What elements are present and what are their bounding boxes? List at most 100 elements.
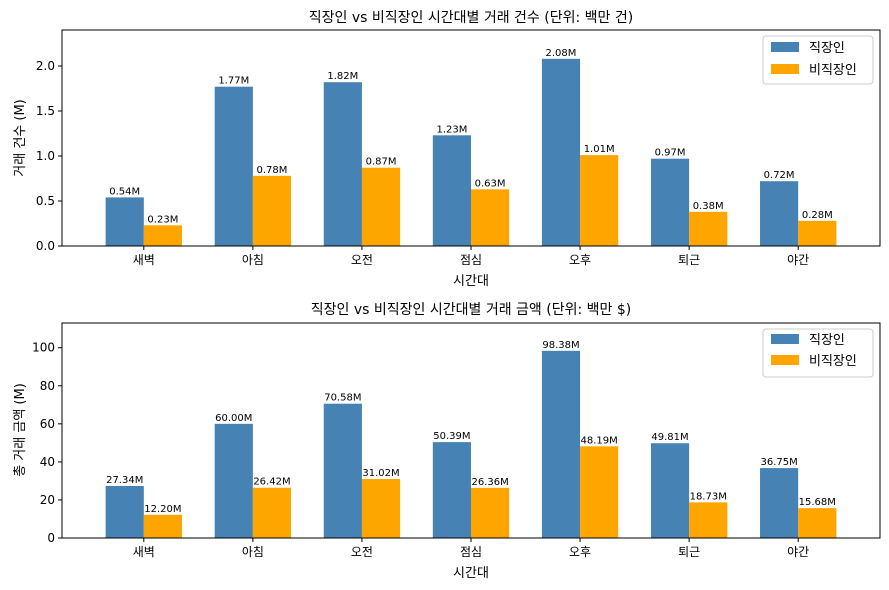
amount-chart-x-tick-label: 야간 [787,545,809,559]
count-chart-x-tick-label: 아침 [242,253,264,267]
count-chart-bars [105,58,837,246]
amount-chart-x-tick-label: 점심 [460,545,482,559]
count-chart-bar-nonworker [143,225,182,246]
count-chart-bar-worker [541,58,581,246]
count-chart-bar-label-worker: 1.23M [436,124,467,135]
count-chart-bar-label-nonworker: 0.78M [257,165,288,176]
count-chart-bar-label-nonworker: 0.63M [475,178,506,189]
amount-chart-bar-label-nonworker: 31.02M [362,468,399,479]
amount-chart-bar-label-nonworker: 18.73M [690,491,727,502]
count-chart-bar-nonworker [252,175,292,246]
count-chart-bar-nonworker [471,189,510,246]
count-chart-bar-nonworker [689,211,728,246]
count-chart-bar-worker [760,181,799,246]
amount-chart-bar-worker [323,403,362,538]
count-chart-x-tick-label: 점심 [460,253,482,267]
count-chart-bar-label-nonworker: 1.01M [584,144,615,155]
count-chart-x-axis-label: 시간대 [453,274,489,289]
amount-chart-x-axis-label: 시간대 [453,566,489,581]
count-chart-bar-label-worker: 1.77M [218,76,249,87]
amount-chart-bar-labels: 27.34M 12.20M 60.00M 26.42M 70.58M 31.02M 50.3… [106,340,836,515]
amount-chart-bar-worker [214,423,253,538]
count-chart-bar-nonworker [361,167,401,246]
amount-chart-bar-worker [541,350,581,538]
amount-chart-legend-swatch-nonworker [771,355,799,365]
amount-chart-legend-label-worker: 직장인 [809,333,845,348]
amount-chart-y-tick-label: 0 [47,531,55,545]
count-chart-bar-label-worker: 0.72M [764,170,795,181]
amount-chart-y-tick-label: 60 [40,417,55,431]
amount-chart-bars [105,350,837,538]
amount-chart-plot-frame [61,322,881,539]
count-chart-bar-label-nonworker: 0.23M [147,214,178,225]
count-chart-bar-nonworker [580,155,619,246]
count-chart-x-tick-label: 새벽 [133,253,155,267]
count-chart-bar-worker [432,135,471,246]
count-chart-legend-label-nonworker: 비직장인 [809,63,857,78]
amount-chart-bar-label-nonworker: 48.19M [581,435,618,446]
count-chart-legend-swatch-nonworker [771,64,799,74]
amount-chart-y-axis-label: 총 거래 금액 (M) [13,383,28,477]
count-chart-y-tick-label: 0.0 [36,239,55,253]
amount-chart-bar-nonworker [252,487,292,538]
count-chart-bar-label-nonworker: 0.87M [366,157,397,168]
count-chart-bar-label-worker: 0.97M [655,148,686,159]
amount-chart: 직장인 vs 비직장인 시간대별 거래 금액 (단위: 백만 $) 27.34M… [13,302,881,581]
amount-chart-bar-label-worker: 98.38M [542,340,579,351]
amount-chart-bar-worker [650,443,690,538]
amount-chart-y-tick-label: 40 [40,455,55,469]
count-chart-bar-worker [214,86,253,246]
count-chart-y-tick-label: 0.5 [36,194,55,208]
count-chart-bar-label-worker: 1.82M [327,71,358,82]
amount-chart-bar-label-worker: 50.39M [433,431,470,442]
count-chart-legend: 직장인 비직장인 [762,35,874,85]
amount-chart-legend: 직장인 비직장인 [762,328,874,378]
amount-chart-bar-label-worker: 70.58M [324,393,361,404]
amount-chart-x-tick-label: 오전 [351,545,373,559]
amount-chart-bar-nonworker [361,478,401,538]
count-chart-x-tick-label: 오후 [569,253,591,267]
amount-chart-bar-nonworker [143,514,182,538]
amount-chart-x-tick-label: 오후 [569,545,591,559]
count-chart-bar-label-worker: 2.08M [546,48,577,59]
count-chart-y-tick-label: 1.0 [36,149,55,163]
amount-chart-y-ticks: 0 20 40 60 80 100 [32,341,62,545]
amount-chart-x-tick-label: 새벽 [133,545,155,559]
amount-chart-bar-label-nonworker: 12.20M [144,504,181,515]
amount-chart-bar-worker [760,468,799,538]
amount-chart-legend-swatch-worker [771,334,799,344]
amount-chart-bar-nonworker [798,508,837,538]
count-chart-y-tick-label: 2.0 [36,59,55,73]
count-chart: 직장인 vs 비직장인 시간대별 거래 건수 (단위: 백만 건) 0.54M0… [13,10,881,289]
count-chart-bar-label-nonworker: 0.38M [693,201,724,212]
amount-chart-bar-nonworker [689,502,728,538]
count-chart-bar-worker [323,82,362,246]
amount-chart-title: 직장인 vs 비직장인 시간대별 거래 금액 (단위: 백만 $) [311,302,631,318]
amount-chart-bar-nonworker [471,487,510,538]
count-chart-bar-labels: 0.54M 0.23M 1.77M 0.78M 1.82M 0.87M 1.23M 0.63M… [109,48,832,226]
amount-chart-bar-label-worker: 49.81M [651,432,688,443]
amount-chart-bar-worker [105,485,144,538]
amount-chart-bar-label-nonworker: 26.42M [253,477,290,488]
amount-chart-bar-label-worker: 60.00M [215,413,252,424]
amount-chart-x-ticks: 새벽 아침 오전 점심 오후 퇴근 야간 [133,538,809,559]
amount-chart-y-tick-label: 20 [40,493,55,507]
count-chart-bar-nonworker [798,220,837,246]
amount-chart-bar-label-nonworker: 26.36M [471,477,508,488]
count-chart-y-axis-label: 거래 건수 (M) [13,99,28,176]
count-chart-x-tick-label: 야간 [787,253,809,267]
count-chart-bar-label-nonworker: 0.28M [802,210,833,221]
amount-chart-bar-worker [432,442,471,538]
count-chart-x-tick-label: 오전 [351,253,373,267]
amount-chart-x-tick-label: 퇴근 [678,545,700,559]
count-chart-bar-label-worker: 0.54M [109,186,140,197]
count-chart-y-ticks: 0.0 0.5 1.0 1.5 2.0 [36,59,62,253]
amount-chart-bar-label-worker: 27.34M [106,475,143,486]
count-chart-y-tick-label: 1.5 [36,104,55,118]
count-chart-title: 직장인 vs 비직장인 시간대별 거래 건수 (단위: 백만 건) [309,10,633,26]
amount-chart-x-tick-label: 아침 [242,545,264,559]
amount-chart-legend-label-nonworker: 비직장인 [809,354,857,369]
count-chart-x-ticks: 새벽 아침 오전 점심 오후 퇴근 야간 [133,246,809,267]
count-chart-bar-worker [650,158,690,246]
